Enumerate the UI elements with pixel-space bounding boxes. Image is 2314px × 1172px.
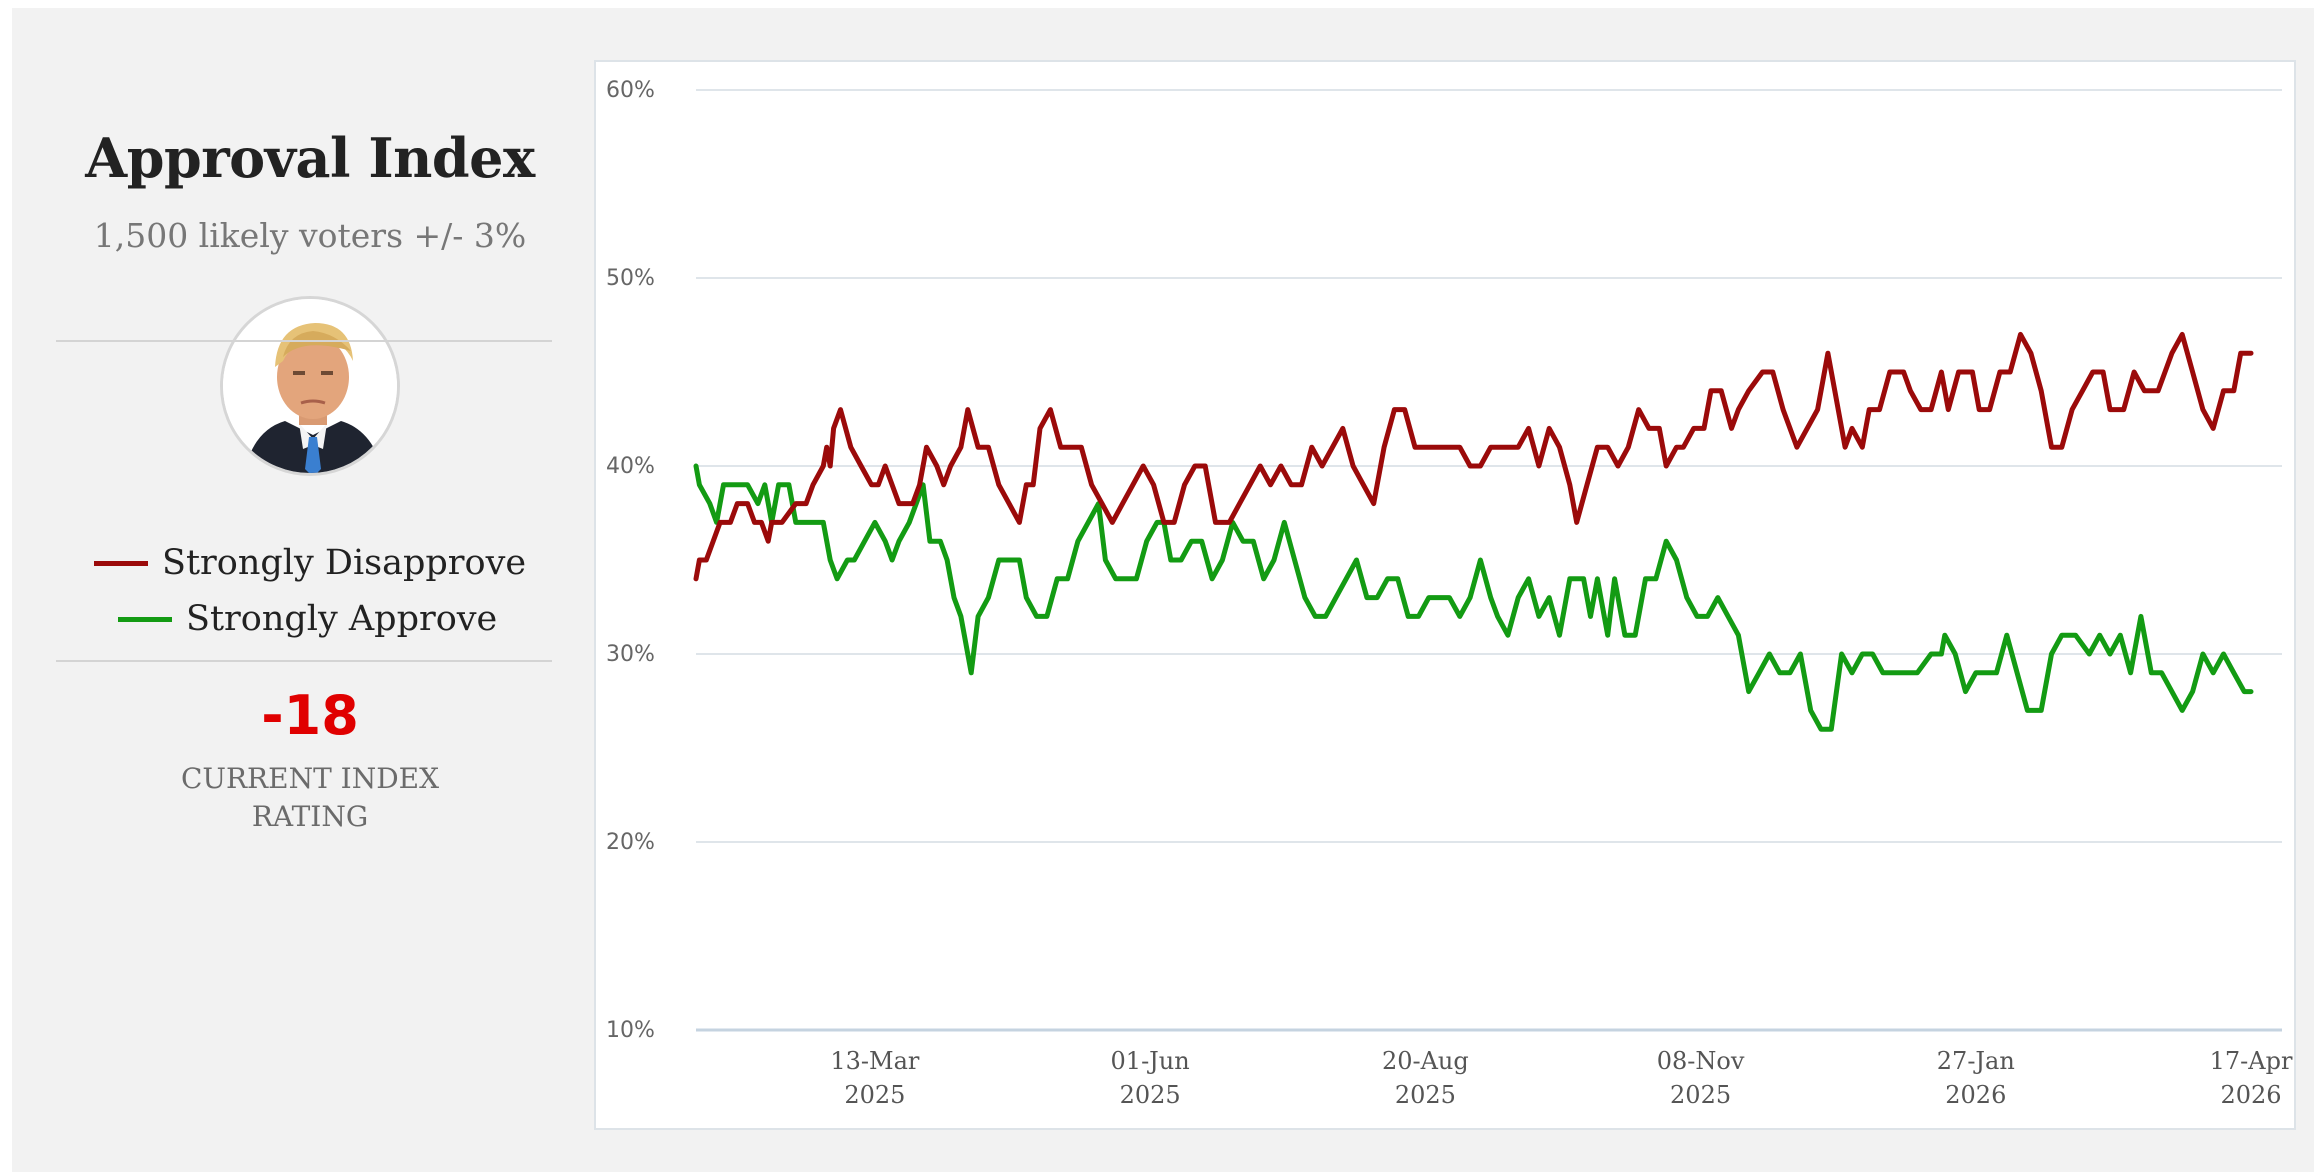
- x-tick-label-4: 27-Jan 2026: [1937, 1047, 2015, 1109]
- current-index-value: -18: [261, 684, 359, 747]
- legend-swatch-approve: [118, 616, 172, 622]
- chart-container: 10% 20% 30% 40% 50% 60% 13-Mar 2025 01-Jun 2025 20…: [594, 60, 2296, 1130]
- legend-label-disapprove: Strongly Disapprove: [162, 543, 527, 583]
- series-line-strongly-approve: [693, 463, 2254, 732]
- line-chart: 10% 20% 30% 40% 50% 60% 13-Mar 2025 01-Jun 2025 20…: [606, 78, 2293, 1109]
- legend-item-approve: Strongly Approve: [118, 596, 497, 642]
- y-tick-label-40: 40%: [606, 454, 655, 479]
- x-tick-label-0: 13-Mar 2025: [830, 1047, 920, 1109]
- page-title: Approval Index: [85, 126, 535, 190]
- series-line-strongly-disapprove: [693, 331, 2254, 582]
- y-tick-label-30: 30%: [606, 642, 655, 667]
- legend-label-approve: Strongly Approve: [186, 599, 498, 639]
- y-tick-label-60: 60%: [606, 78, 655, 103]
- x-tick-label-5: 17-Apr 2026: [2210, 1047, 2293, 1109]
- legend-swatch-disapprove: [94, 560, 148, 566]
- divider-bottom: [56, 660, 552, 662]
- approval-card: Approval Index 1,500 likely voters +/- 3…: [12, 8, 2314, 1172]
- divider-top: [56, 340, 552, 342]
- y-tick-label-20: 20%: [606, 830, 655, 855]
- legend-item-disapprove: Strongly Disapprove: [94, 540, 526, 586]
- y-tick-label-50: 50%: [606, 266, 655, 291]
- x-tick-label-3: 08-Nov 2025: [1657, 1047, 1745, 1109]
- avatar: [220, 296, 400, 476]
- x-tick-label-2: 20-Aug 2025: [1382, 1047, 1469, 1109]
- y-tick-label-10: 10%: [606, 1018, 655, 1043]
- x-tick-label-1: 01-Jun 2025: [1111, 1047, 1190, 1109]
- sample-size-subtitle: 1,500 likely voters +/- 3%: [93, 216, 527, 255]
- portrait-photo-icon: [223, 299, 397, 473]
- summary-panel: Approval Index 1,500 likely voters +/- 3…: [56, 8, 564, 908]
- current-index-label: CURRENT INDEX RATING: [180, 762, 440, 833]
